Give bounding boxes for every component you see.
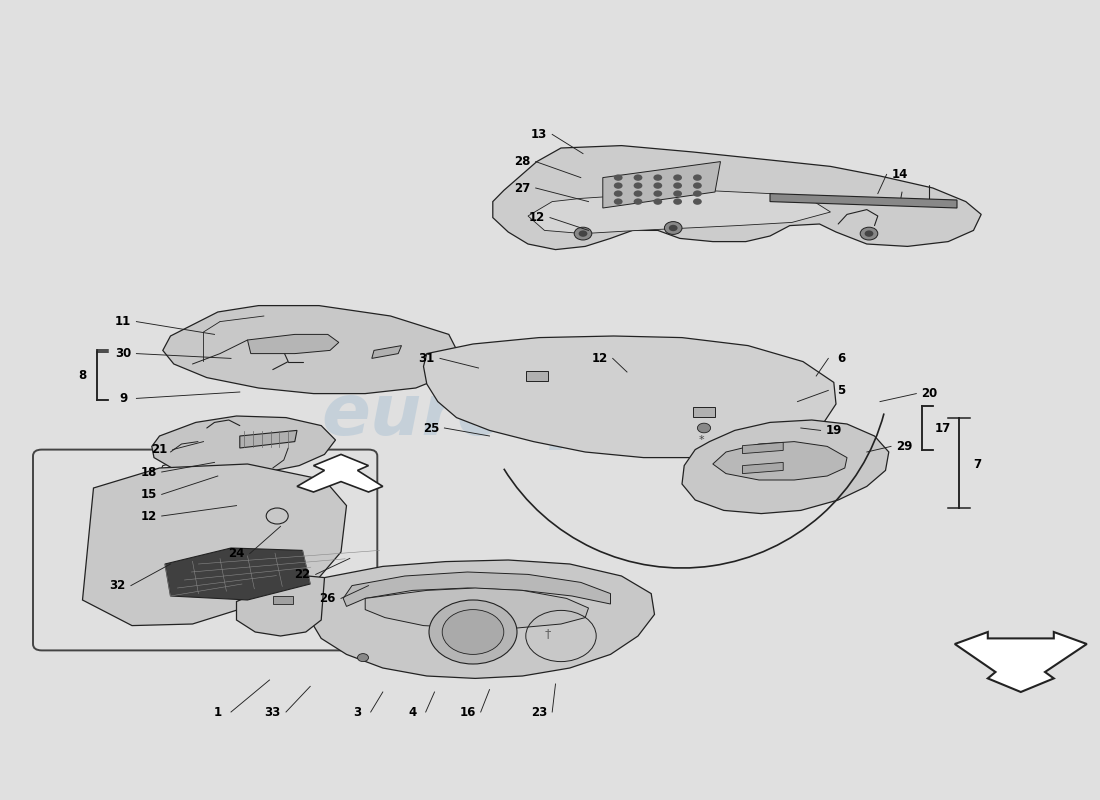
Text: 11: 11 <box>116 315 131 328</box>
Circle shape <box>673 182 682 189</box>
Circle shape <box>693 190 702 197</box>
Circle shape <box>669 225 678 231</box>
Bar <box>526 371 548 381</box>
Text: eurospares: eurospares <box>321 382 779 450</box>
Polygon shape <box>82 464 346 626</box>
Circle shape <box>693 174 702 181</box>
Text: 24: 24 <box>229 547 244 560</box>
Circle shape <box>614 190 623 197</box>
Text: 7: 7 <box>974 458 981 470</box>
Text: 29: 29 <box>896 440 912 453</box>
Text: 28: 28 <box>515 155 530 168</box>
Text: 26: 26 <box>320 592 336 605</box>
Circle shape <box>653 182 662 189</box>
Polygon shape <box>742 442 783 454</box>
Polygon shape <box>152 416 336 476</box>
Polygon shape <box>742 462 783 474</box>
Circle shape <box>614 174 623 181</box>
Text: 5: 5 <box>837 384 846 397</box>
Text: 13: 13 <box>531 128 547 141</box>
Polygon shape <box>713 442 847 480</box>
Text: 25: 25 <box>424 422 439 434</box>
Polygon shape <box>365 588 588 628</box>
Text: 9: 9 <box>119 392 128 405</box>
Circle shape <box>673 174 682 181</box>
Text: 14: 14 <box>892 168 907 181</box>
Text: 32: 32 <box>110 579 125 592</box>
Bar <box>273 596 293 604</box>
Circle shape <box>697 423 711 433</box>
Text: †: † <box>544 627 551 640</box>
Text: *: * <box>698 435 705 445</box>
Text: 22: 22 <box>295 568 310 581</box>
Polygon shape <box>165 548 310 600</box>
Text: 4: 4 <box>408 706 417 718</box>
Text: 12: 12 <box>529 211 544 224</box>
Polygon shape <box>770 194 957 208</box>
Circle shape <box>653 190 662 197</box>
Text: 16: 16 <box>460 706 475 718</box>
Text: 12: 12 <box>592 352 607 365</box>
Text: 23: 23 <box>531 706 547 718</box>
Circle shape <box>634 190 642 197</box>
Polygon shape <box>955 632 1087 692</box>
Polygon shape <box>240 430 297 448</box>
Circle shape <box>634 174 642 181</box>
Text: 31: 31 <box>419 352 435 365</box>
Text: 20: 20 <box>922 387 937 400</box>
Polygon shape <box>424 336 836 458</box>
Circle shape <box>673 190 682 197</box>
Polygon shape <box>248 334 339 354</box>
Polygon shape <box>297 454 383 492</box>
Polygon shape <box>682 420 889 514</box>
FancyBboxPatch shape <box>33 450 377 650</box>
Text: 18: 18 <box>141 466 156 478</box>
Polygon shape <box>163 306 460 394</box>
Circle shape <box>429 600 517 664</box>
Text: 6: 6 <box>837 352 846 365</box>
Polygon shape <box>528 190 830 234</box>
Circle shape <box>442 610 504 654</box>
Polygon shape <box>372 346 402 358</box>
Circle shape <box>634 198 642 205</box>
Circle shape <box>693 198 702 205</box>
Text: 3: 3 <box>353 706 362 718</box>
Polygon shape <box>310 560 654 678</box>
Polygon shape <box>603 162 720 208</box>
Text: 21: 21 <box>152 443 167 456</box>
Circle shape <box>653 174 662 181</box>
Circle shape <box>664 222 682 234</box>
Bar <box>693 407 715 417</box>
Circle shape <box>574 227 592 240</box>
Polygon shape <box>236 576 324 636</box>
Circle shape <box>860 227 878 240</box>
Circle shape <box>358 654 368 662</box>
Polygon shape <box>343 572 610 606</box>
Text: 12: 12 <box>141 510 156 522</box>
Circle shape <box>579 230 587 237</box>
Circle shape <box>653 198 662 205</box>
Text: 19: 19 <box>826 424 842 437</box>
Text: 33: 33 <box>265 706 280 718</box>
Text: 8: 8 <box>78 369 87 382</box>
Circle shape <box>673 198 682 205</box>
Circle shape <box>634 182 642 189</box>
Text: 27: 27 <box>515 182 530 194</box>
Polygon shape <box>493 146 981 250</box>
Text: 15: 15 <box>141 488 156 501</box>
Text: 17: 17 <box>935 422 952 434</box>
Text: 1: 1 <box>213 706 222 718</box>
Circle shape <box>614 198 623 205</box>
Circle shape <box>614 182 623 189</box>
Circle shape <box>865 230 873 237</box>
Text: 30: 30 <box>116 347 131 360</box>
Circle shape <box>693 182 702 189</box>
